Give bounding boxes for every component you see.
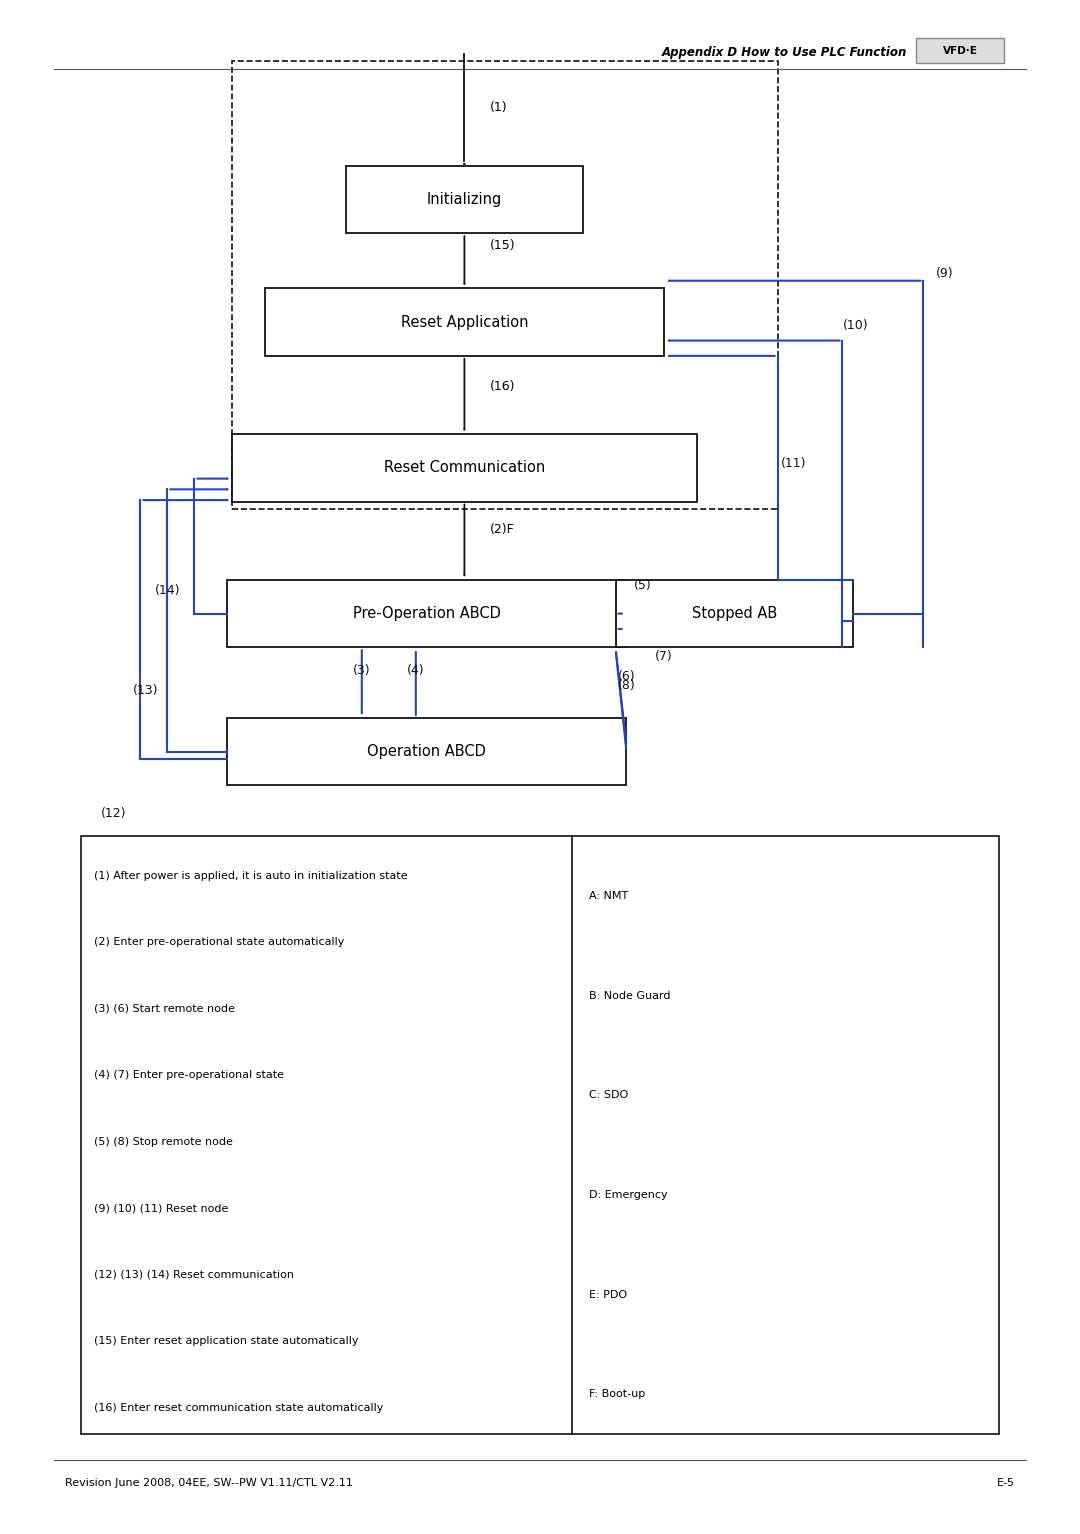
Bar bbox=[616, 580, 853, 647]
Text: C: SDO: C: SDO bbox=[589, 1091, 627, 1100]
Bar bbox=[916, 38, 1004, 63]
Text: Initializing: Initializing bbox=[427, 192, 502, 207]
Text: A: NMT: A: NMT bbox=[589, 891, 627, 900]
Text: (14): (14) bbox=[154, 584, 180, 597]
Text: (2) Enter pre-operational state automatically: (2) Enter pre-operational state automati… bbox=[94, 937, 345, 948]
Text: (4): (4) bbox=[407, 664, 424, 676]
Text: (11): (11) bbox=[781, 457, 807, 469]
Text: (5): (5) bbox=[634, 580, 651, 592]
Text: Pre-Operation ABCD: Pre-Operation ABCD bbox=[353, 606, 500, 621]
Bar bbox=[81, 836, 999, 1434]
Text: (6): (6) bbox=[618, 670, 635, 683]
Text: (15): (15) bbox=[489, 239, 515, 252]
Text: VFD·E: VFD·E bbox=[943, 46, 977, 55]
Text: (9) (10) (11) Reset node: (9) (10) (11) Reset node bbox=[94, 1203, 228, 1213]
Text: (7): (7) bbox=[656, 650, 673, 663]
Text: (3): (3) bbox=[353, 664, 370, 676]
Text: Operation ABCD: Operation ABCD bbox=[367, 744, 486, 759]
Text: (5) (8) Stop remote node: (5) (8) Stop remote node bbox=[94, 1137, 233, 1147]
Text: (16) Enter reset communication state automatically: (16) Enter reset communication state aut… bbox=[94, 1402, 383, 1413]
Text: Reset Application: Reset Application bbox=[401, 314, 528, 330]
Text: (13): (13) bbox=[133, 684, 159, 696]
Text: (3) (6) Start remote node: (3) (6) Start remote node bbox=[94, 1003, 234, 1014]
Bar bbox=[227, 718, 626, 785]
Text: (2)F: (2)F bbox=[490, 523, 514, 535]
Text: (12) (13) (14) Reset communication: (12) (13) (14) Reset communication bbox=[94, 1270, 294, 1279]
Text: Revision June 2008, 04EE, SW--PW V1.11/CTL V2.11: Revision June 2008, 04EE, SW--PW V1.11/C… bbox=[65, 1479, 353, 1488]
Text: (12): (12) bbox=[100, 807, 126, 819]
Text: E-5: E-5 bbox=[997, 1479, 1015, 1488]
Text: (15) Enter reset application state automatically: (15) Enter reset application state autom… bbox=[94, 1336, 359, 1347]
Bar bbox=[232, 434, 697, 502]
Bar bbox=[232, 61, 778, 509]
Bar bbox=[265, 288, 664, 356]
Text: F: Boot-up: F: Boot-up bbox=[589, 1390, 645, 1399]
Text: (1): (1) bbox=[490, 101, 508, 114]
Text: D: Emergency: D: Emergency bbox=[589, 1190, 667, 1200]
Text: (1) After power is applied, it is auto in initialization state: (1) After power is applied, it is auto i… bbox=[94, 871, 407, 881]
Text: E: PDO: E: PDO bbox=[589, 1290, 626, 1299]
Bar bbox=[227, 580, 626, 647]
Text: (4) (7) Enter pre-operational state: (4) (7) Enter pre-operational state bbox=[94, 1071, 284, 1080]
Text: Appendix D How to Use PLC Function: Appendix D How to Use PLC Function bbox=[662, 46, 907, 58]
Text: (10): (10) bbox=[842, 319, 868, 331]
Text: (8): (8) bbox=[618, 680, 635, 692]
Bar bbox=[346, 166, 583, 233]
Text: B: Node Guard: B: Node Guard bbox=[589, 991, 670, 1000]
Text: Stopped AB: Stopped AB bbox=[692, 606, 777, 621]
Text: Reset Communication: Reset Communication bbox=[383, 460, 545, 476]
Text: (9): (9) bbox=[936, 267, 954, 279]
Text: (16): (16) bbox=[489, 380, 515, 393]
